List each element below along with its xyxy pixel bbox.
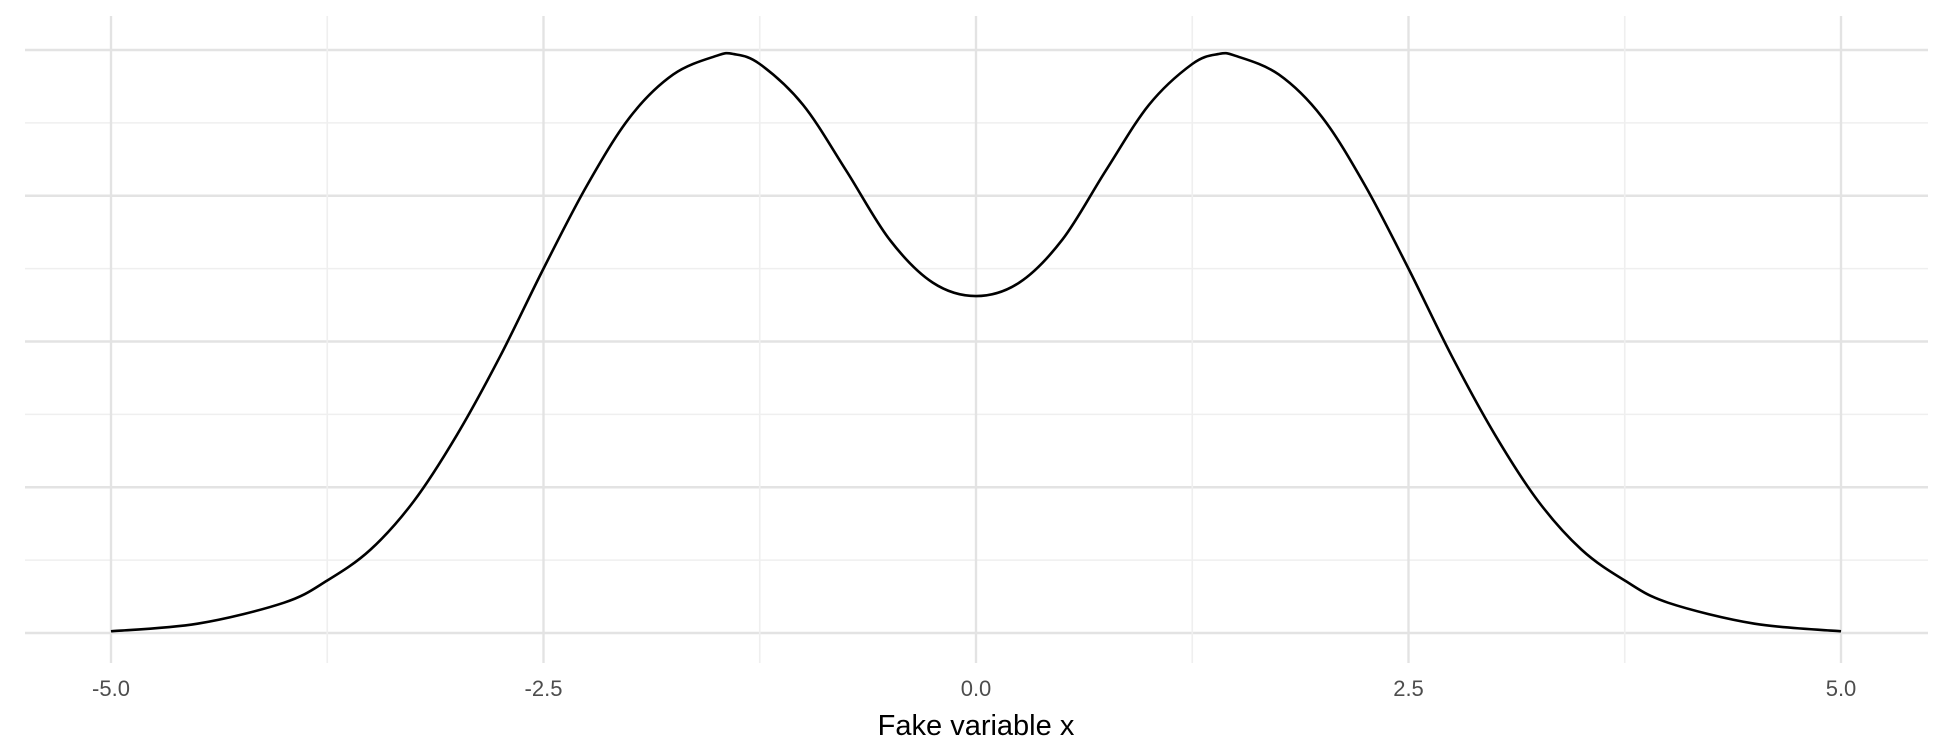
x-tick-label: -5.0 [92,676,130,701]
x-tick-label: 0.0 [961,676,992,701]
x-tick-label: -2.5 [525,676,563,701]
x-tick-label: 2.5 [1393,676,1424,701]
grid [25,16,1928,663]
x-tick-label: 5.0 [1826,676,1857,701]
x-axis-ticks: -5.0 -2.5 0.0 2.5 5.0 [92,676,1856,701]
x-axis-title: Fake variable x [878,710,1075,742]
series-line [110,51,1842,633]
